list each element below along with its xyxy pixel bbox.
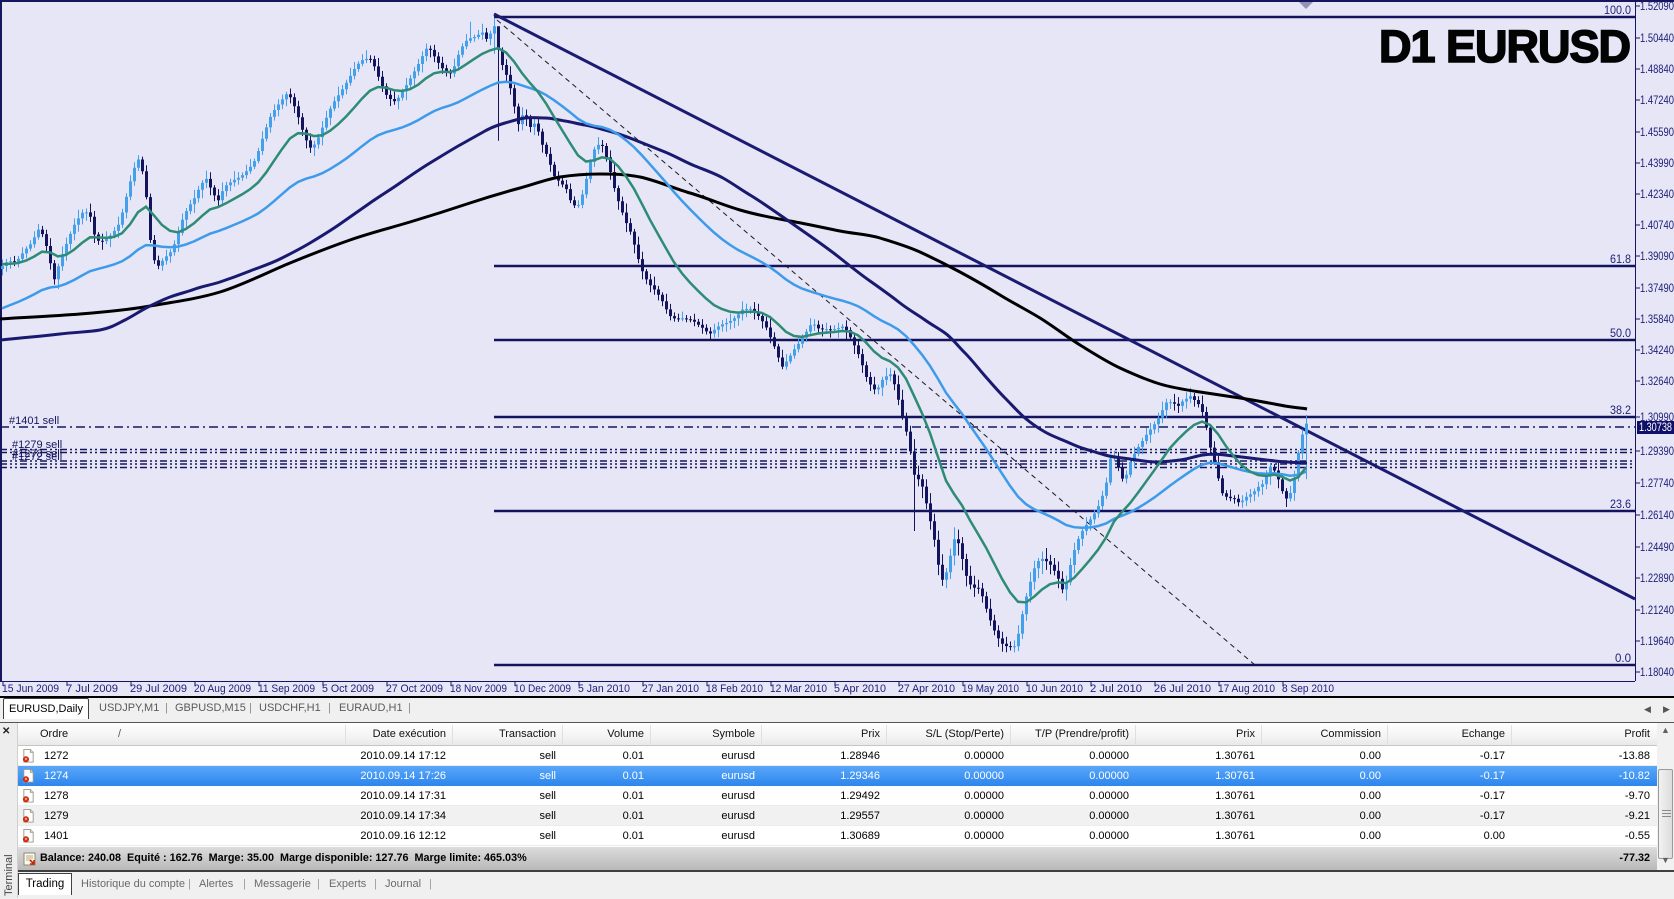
svg-text:1.26140: 1.26140 xyxy=(1640,508,1674,522)
svg-text:5 Oct 2009: 5 Oct 2009 xyxy=(322,683,374,695)
svg-text:38.2: 38.2 xyxy=(1610,405,1631,417)
svg-text:D1 EURUSD: D1 EURUSD xyxy=(1379,21,1630,72)
svg-text:1.21240: 1.21240 xyxy=(1640,603,1674,617)
svg-text:1.47240: 1.47240 xyxy=(1640,93,1674,107)
svg-text:1.32640: 1.32640 xyxy=(1640,374,1674,388)
svg-text:26 Jul 2010: 26 Jul 2010 xyxy=(1154,683,1211,695)
svg-text:1.35840: 1.35840 xyxy=(1640,312,1674,326)
svg-text:18 Nov 2009: 18 Nov 2009 xyxy=(450,683,507,695)
svg-text:50.0: 50.0 xyxy=(1610,328,1631,340)
svg-text:5 Jan 2010: 5 Jan 2010 xyxy=(578,683,630,695)
svg-text:1.19640: 1.19640 xyxy=(1640,634,1674,648)
svg-text:12 Mar 2010: 12 Mar 2010 xyxy=(770,683,827,695)
svg-text:100.0: 100.0 xyxy=(1604,5,1631,17)
svg-text:Terminal: Terminal xyxy=(3,854,15,896)
svg-text:1.43990: 1.43990 xyxy=(1640,156,1674,170)
svg-text:1.40740: 1.40740 xyxy=(1640,218,1674,232)
svg-text:10 Dec 2009: 10 Dec 2009 xyxy=(514,683,571,695)
svg-text:1.30990: 1.30990 xyxy=(1640,410,1674,424)
svg-text:1.30738: 1.30738 xyxy=(1639,420,1672,434)
svg-text:11 Sep 2009: 11 Sep 2009 xyxy=(258,683,315,695)
svg-text:20 Aug 2009: 20 Aug 2009 xyxy=(194,683,251,695)
svg-text:10 Jun 2010: 10 Jun 2010 xyxy=(1026,683,1083,695)
svg-text:18 Feb 2010: 18 Feb 2010 xyxy=(706,683,763,695)
svg-text:23.6: 23.6 xyxy=(1610,499,1631,511)
svg-text:1.29390: 1.29390 xyxy=(1640,444,1674,458)
svg-text:27 Oct 2009: 27 Oct 2009 xyxy=(386,683,443,695)
svg-text:2 Jul 2010: 2 Jul 2010 xyxy=(1090,683,1142,695)
svg-text:1.18040: 1.18040 xyxy=(1640,665,1674,679)
svg-text:1.50440: 1.50440 xyxy=(1640,31,1674,45)
svg-text:1.48840: 1.48840 xyxy=(1640,62,1674,76)
svg-text:#1272 sell: #1272 sell xyxy=(12,451,62,463)
svg-text:#1279 sell: #1279 sell xyxy=(12,439,62,451)
svg-text:27 Apr 2010: 27 Apr 2010 xyxy=(898,683,955,695)
svg-text:1.34240: 1.34240 xyxy=(1640,343,1674,357)
svg-text:1.52090: 1.52090 xyxy=(1640,0,1674,13)
svg-text:1.24490: 1.24490 xyxy=(1640,540,1674,554)
svg-text:5 Apr 2010: 5 Apr 2010 xyxy=(834,683,886,695)
svg-text:1.22890: 1.22890 xyxy=(1640,571,1674,585)
svg-text:29 Jul 2009: 29 Jul 2009 xyxy=(130,683,187,695)
svg-text:61.8: 61.8 xyxy=(1610,254,1631,266)
svg-text:1.42340: 1.42340 xyxy=(1640,187,1674,201)
svg-text:0.0: 0.0 xyxy=(1615,653,1631,665)
svg-text:7 Jul 2009: 7 Jul 2009 xyxy=(66,683,118,695)
svg-text:#1278 sell: #1278 sell xyxy=(12,448,62,460)
svg-text:17 Aug 2010: 17 Aug 2010 xyxy=(1218,683,1275,695)
svg-text:1.27740: 1.27740 xyxy=(1640,476,1674,490)
svg-text:19 May 2010: 19 May 2010 xyxy=(962,683,1019,695)
svg-text:8 Sep 2010: 8 Sep 2010 xyxy=(1282,683,1334,695)
svg-text:1.39090: 1.39090 xyxy=(1640,249,1674,263)
svg-text:1.45590: 1.45590 xyxy=(1640,125,1674,139)
svg-text:27 Jan 2010: 27 Jan 2010 xyxy=(642,683,699,695)
svg-text:1.37490: 1.37490 xyxy=(1640,281,1674,295)
svg-text:#1401 sell: #1401 sell xyxy=(9,415,59,427)
svg-text:15 Jun 2009: 15 Jun 2009 xyxy=(2,683,59,695)
